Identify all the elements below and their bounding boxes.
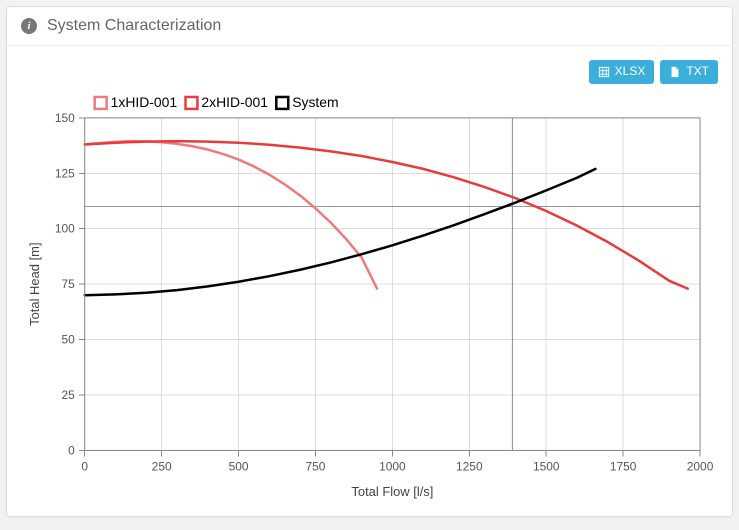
system-chart: 0 250 500 750 1000 1250 1500 1750 2000 0 25 50 75 100… xyxy=(21,90,718,508)
svg-text:50: 50 xyxy=(61,332,75,346)
export-txt-button[interactable]: TXT xyxy=(660,60,718,84)
svg-text:25: 25 xyxy=(61,388,75,402)
svg-text:500: 500 xyxy=(229,459,249,473)
x-axis-label: Total Flow [l/s] xyxy=(351,484,433,499)
chart-container: 0 250 500 750 1000 1250 1500 1750 2000 0 25 50 75 100… xyxy=(21,90,718,508)
svg-text:0: 0 xyxy=(81,459,88,473)
panel-body: XLSX TXT 0250500750100012501500175020000… xyxy=(7,46,732,516)
panel-header: i System Characterization xyxy=(7,7,732,46)
y-axis-label: Total Head [m] xyxy=(27,242,42,325)
svg-text:1750: 1750 xyxy=(610,459,637,473)
info-icon: i xyxy=(21,18,37,34)
grid-icon xyxy=(598,66,610,78)
svg-text:750: 750 xyxy=(306,459,326,473)
svg-text:2xHID-001: 2xHID-001 xyxy=(201,94,268,110)
svg-text:1000: 1000 xyxy=(379,459,406,473)
svg-text:1500: 1500 xyxy=(533,459,560,473)
panel-title: System Characterization xyxy=(47,17,221,35)
svg-text:100: 100 xyxy=(55,221,75,235)
svg-text:250: 250 xyxy=(152,459,172,473)
export-txt-label: TXT xyxy=(686,64,709,80)
file-icon xyxy=(669,66,681,78)
svg-text:System: System xyxy=(292,94,338,110)
svg-text:125: 125 xyxy=(55,166,75,180)
export-buttons: XLSX TXT xyxy=(21,60,718,84)
svg-text:1250: 1250 xyxy=(456,459,483,473)
panel: i System Characterization XLSX TXT 02505… xyxy=(6,6,733,517)
svg-text:2000: 2000 xyxy=(687,459,714,473)
svg-text:75: 75 xyxy=(61,277,75,291)
export-xlsx-button[interactable]: XLSX xyxy=(589,60,655,84)
svg-text:1xHID-001: 1xHID-001 xyxy=(111,94,178,110)
svg-text:150: 150 xyxy=(55,110,75,124)
export-xlsx-label: XLSX xyxy=(615,64,646,80)
legend: 1xHID-001 2xHID-001 System xyxy=(95,94,339,110)
svg-text:0: 0 xyxy=(68,443,75,457)
